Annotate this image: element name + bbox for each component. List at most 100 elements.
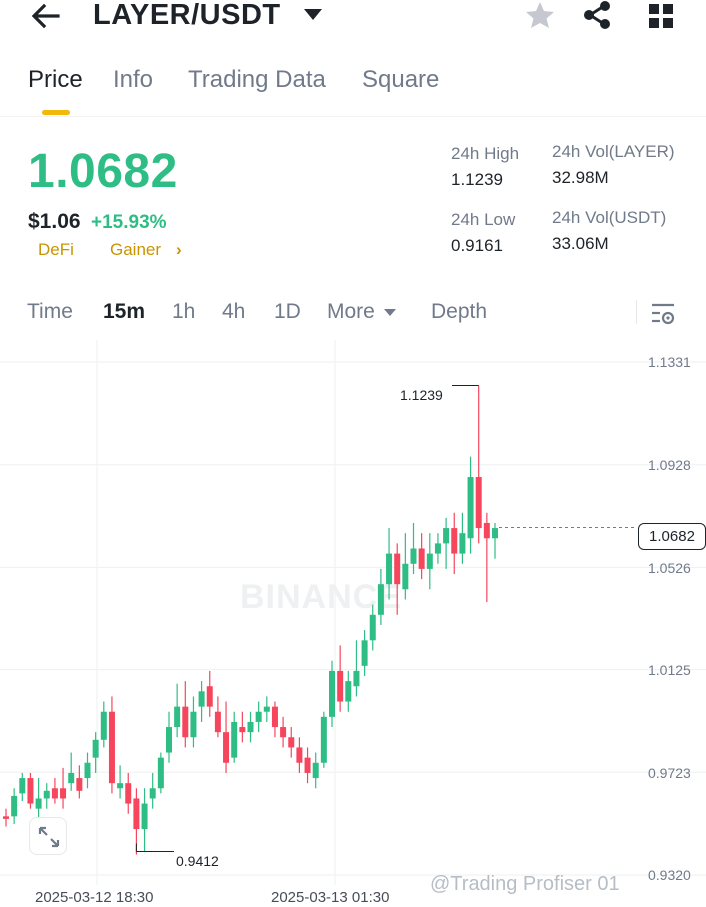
candle-body <box>345 681 352 702</box>
x-tick-label: 2025-03-13 01:30 <box>271 889 390 906</box>
price-change-percent: +15.93% <box>91 212 167 233</box>
candle-body <box>166 727 172 753</box>
candlestick-chart[interactable]: BINANCE 1.1331 1.0928 1.0526 1.0125 0.97… <box>0 340 706 907</box>
credit-watermark: @Trading Profiser 01 <box>430 873 620 895</box>
candle-body <box>459 533 466 554</box>
back-arrow-icon[interactable] <box>30 2 62 30</box>
tab-bar: Price Info Trading Data Square <box>0 66 706 116</box>
candle-body <box>304 757 311 773</box>
candle-body <box>239 727 246 733</box>
vol-quote-label: 24h Vol(USDT) <box>552 208 667 227</box>
candle-body <box>223 732 230 763</box>
candle-body <box>402 563 409 590</box>
candle-body <box>443 528 450 544</box>
high-value: 1.1239 <box>451 170 503 189</box>
y-tick-label: 1.0526 <box>648 560 691 576</box>
interval-more[interactable]: More <box>327 300 375 323</box>
candle-body <box>35 798 42 809</box>
interval-time[interactable]: Time <box>27 300 73 323</box>
vol-quote-value: 33.06M <box>552 234 609 253</box>
share-icon[interactable] <box>581 0 613 30</box>
candle-body <box>475 477 482 529</box>
candle-body <box>280 727 287 738</box>
divider <box>636 300 637 324</box>
candle-body <box>377 584 384 615</box>
expand-chart-button[interactable] <box>29 817 67 855</box>
tag-gainer[interactable]: Gainer <box>110 240 162 259</box>
candle-body <box>11 795 18 817</box>
usd-price: $1.06 <box>28 210 81 233</box>
candle-body <box>288 737 295 748</box>
chart-canvas <box>0 340 706 885</box>
candle-body <box>43 790 50 799</box>
tag-defi[interactable]: DeFi <box>38 240 74 259</box>
candle-body <box>369 614 376 641</box>
y-tick-label: 1.0928 <box>648 457 691 473</box>
interval-1d[interactable]: 1D <box>274 300 301 323</box>
candle-body <box>68 772 75 784</box>
candle-body <box>418 548 425 569</box>
candle-body <box>133 798 140 830</box>
low-label: 24h Low <box>451 210 516 229</box>
interval-bar: Time 15m 1h 4h 1D More Depth <box>0 300 706 332</box>
candle-body <box>51 788 58 799</box>
caret-down-icon[interactable] <box>304 9 322 20</box>
candle-body <box>100 711 107 740</box>
candle-body <box>19 778 26 794</box>
star-icon[interactable] <box>524 0 556 30</box>
candle-body <box>361 640 368 666</box>
tab-trading-data[interactable]: Trading Data <box>188 66 326 93</box>
candle-body <box>231 721 238 758</box>
high-label: 24h High <box>451 144 520 163</box>
chevron-right-icon[interactable]: › <box>176 240 182 259</box>
candle-body <box>394 553 401 585</box>
candle-body <box>296 747 303 763</box>
header-bar: LAYER/USDT <box>0 0 706 40</box>
candle-body <box>271 706 278 728</box>
tab-square[interactable]: Square <box>362 66 440 93</box>
low-value: 0.9161 <box>451 236 503 255</box>
interval-1h[interactable]: 1h <box>172 300 196 323</box>
candle-body <box>149 788 156 799</box>
y-tick-label: 1.1331 <box>648 354 691 370</box>
tab-price[interactable]: Price <box>28 66 83 93</box>
interval-15m[interactable]: 15m <box>103 300 146 323</box>
candle-body <box>451 528 458 554</box>
candle-body <box>337 670 344 702</box>
candle-body <box>386 553 393 585</box>
candle-body <box>247 721 254 733</box>
candle-body <box>141 803 148 830</box>
vol-base-value: 32.98M <box>552 168 609 187</box>
candle-body <box>214 711 221 733</box>
interval-4h[interactable]: 4h <box>222 300 246 323</box>
tab-info[interactable]: Info <box>113 66 154 93</box>
divider <box>0 116 706 117</box>
candle-body <box>125 783 132 804</box>
binance-watermark: BINANCE <box>240 578 402 616</box>
y-tick-label: 1.0125 <box>648 662 691 678</box>
candle-body <box>198 691 205 707</box>
y-tick-label: 0.9320 <box>648 867 691 883</box>
candle-body <box>117 783 124 789</box>
candle-body <box>492 528 498 539</box>
candle-body <box>84 762 91 779</box>
low-marker-label: 0.9412 <box>176 853 219 869</box>
candle-body <box>426 553 433 569</box>
candle-body <box>92 739 99 758</box>
candle-body <box>108 711 115 784</box>
pair-title[interactable]: LAYER/USDT <box>93 0 281 31</box>
chart-settings-icon[interactable] <box>650 302 676 326</box>
vol-base-label: 24h Vol(LAYER) <box>552 142 675 161</box>
candle-body <box>312 762 319 779</box>
candle-body <box>206 686 213 707</box>
candle-body <box>467 477 474 539</box>
expand-icon <box>38 826 60 848</box>
grid-icon[interactable] <box>648 3 674 29</box>
caret-down-icon <box>384 309 396 316</box>
candle-body <box>434 543 441 554</box>
candle-body <box>3 816 9 819</box>
current-price-tag: 1.0682 <box>638 523 706 550</box>
y-tick-label: 0.9723 <box>648 765 691 781</box>
depth-tab[interactable]: Depth <box>431 300 488 323</box>
candle-body <box>157 757 164 789</box>
